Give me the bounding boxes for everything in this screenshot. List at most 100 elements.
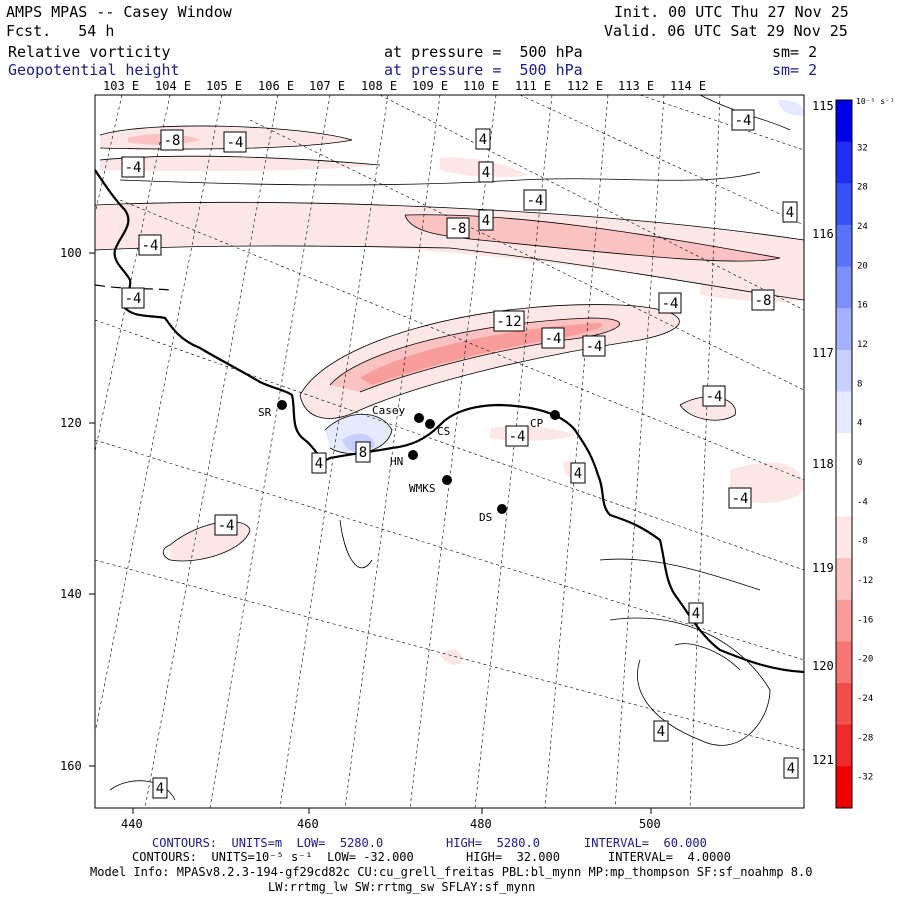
colorbar-label: 0 — [857, 458, 862, 468]
contour-value-text: -4 — [586, 339, 603, 355]
contour-value-text: -4 — [732, 491, 749, 507]
x-tick-label: 440 — [121, 817, 143, 831]
top-lon-label: 103 E — [103, 79, 139, 93]
contour-value-box: 4 — [653, 720, 669, 742]
contour-lines — [95, 95, 804, 801]
colorbar-label: 32 — [857, 143, 868, 153]
forecast-hour: Fcst. 54 h — [6, 22, 115, 40]
top-lon-label: 110 E — [463, 79, 499, 93]
contour-value-box: 4 — [783, 757, 799, 779]
contour-value-text: 4 — [657, 724, 665, 740]
colorbar-label: 24 — [857, 222, 868, 232]
station-label: SR — [258, 406, 272, 419]
contour-value-box: 4 — [478, 209, 494, 231]
x-tick-label: 500 — [639, 817, 661, 831]
station-dot — [550, 410, 560, 420]
x-axis-labels: 440 460 480 500 — [121, 817, 661, 831]
top-lon-label: 105 E — [206, 79, 242, 93]
vorticity-region — [95, 202, 804, 300]
colorbar-unit: 10⁻⁵ s⁻¹ — [856, 97, 895, 106]
colorbar-label: 16 — [857, 301, 868, 311]
colorbar-segment — [836, 391, 852, 434]
footer-model-info: Model Info: MPASv8.2.3-194-gf29cd82c CU:… — [90, 865, 813, 879]
contour-value-box: -8 — [160, 129, 184, 151]
y-tick-label: 160 — [60, 759, 82, 773]
y-tick-label: 100 — [60, 246, 82, 260]
contour-value-box: 4 — [475, 128, 491, 150]
longitude-lines — [95, 95, 804, 808]
contour-value-box: 8 — [355, 441, 371, 463]
field2-pressure: at pressure = 500 hPa — [384, 61, 583, 79]
contour-value-text: -4 — [218, 518, 235, 534]
colorbar-label: -4 — [857, 497, 868, 507]
colorbar-segment — [836, 599, 852, 642]
colorbar-segment — [836, 349, 852, 393]
contour-value-text: 4 — [482, 165, 490, 181]
contour-value-text: -8 — [450, 221, 467, 237]
contour-value-box: -4 — [731, 109, 755, 131]
field2-name: Geopotential height — [8, 61, 180, 79]
colorbar-segment — [836, 558, 852, 601]
contour-value-text: 4 — [482, 213, 490, 229]
footer-contour1-interval: INTERVAL= 60.000 — [584, 836, 707, 850]
contour-value-text: -4 — [509, 429, 526, 445]
dateline-dash — [94, 284, 171, 291]
colorbar-label: 4 — [857, 419, 862, 429]
contour-value-text: -4 — [125, 160, 142, 176]
contour-value-box: -8 — [751, 289, 775, 311]
contour-value-box: -4 — [541, 327, 565, 349]
contour-value-text: 4 — [156, 781, 164, 797]
colorbar-segment — [836, 266, 852, 309]
colorbar-label: -20 — [857, 655, 873, 665]
station-label: CS — [437, 425, 450, 438]
y-tick-label: 140 — [60, 587, 82, 601]
contour-value-box: -4 — [121, 287, 145, 309]
colorbar-segment — [836, 724, 852, 767]
station-label: CP — [530, 417, 544, 430]
colorbar-segment — [836, 683, 852, 726]
footer-contour1-high: HIGH= 5280.0 — [446, 836, 540, 850]
station-labels: SR Casey CS HN WMKS CP DS — [258, 404, 544, 524]
colorbar-label: -8 — [857, 537, 868, 547]
x-tick-label: 460 — [297, 817, 319, 831]
footer-contour2-low: CONTOURS: UNITS=10⁻⁵ s⁻¹ LOW= -32.000 — [132, 850, 414, 864]
contour-value-text: 8 — [359, 445, 367, 461]
colorbar-segment — [836, 516, 852, 559]
station-dot — [425, 419, 435, 429]
colorbar-label: -12 — [857, 576, 873, 586]
field1-name: Relative vorticity — [8, 43, 171, 61]
init-time: Init. 00 UTC Thu 27 Nov 25 — [614, 3, 849, 21]
colorbar: 32 28 24 20 16 12 8 4 0 -4 -8 -12 -16 -20 -24 -28 -32 — [835, 99, 873, 809]
colorbar-segment — [836, 641, 852, 684]
colorbar-segment — [836, 183, 852, 226]
contour-value-text: -8 — [164, 133, 181, 149]
footer-physics-info: LW:rrtmg_lw SW:rrtmg_sw SFLAY:sf_mynn — [268, 880, 536, 894]
contour-value-text: -4 — [142, 238, 159, 254]
contour-value-text: -4 — [735, 113, 752, 129]
vorticity-region — [778, 100, 804, 116]
valid-time: Valid. 06 UTC Sat 29 Nov 25 — [604, 22, 848, 40]
top-lon-label: 113 E — [618, 79, 654, 93]
colorbar-label: 20 — [857, 261, 868, 271]
footer-contour2-interval: INTERVAL= 4.0000 — [608, 850, 731, 864]
contour-value-text: 4 — [786, 205, 794, 221]
station-label: WMKS — [409, 482, 436, 495]
station-dot — [414, 413, 424, 423]
contour-value-box: 4 — [478, 161, 494, 183]
contour-value-box: -4 — [214, 514, 238, 536]
top-longitude-labels: 103 E 104 E 105 E 106 E 107 E 108 E 109 E 110 E… — [103, 79, 706, 93]
colorbar-label: -32 — [857, 773, 873, 783]
top-lon-label: 106 E — [258, 79, 294, 93]
station-label: DS — [479, 511, 492, 524]
colorbar-segment — [836, 141, 852, 184]
top-lon-label: 108 E — [361, 79, 397, 93]
map-title: AMPS MPAS -- Casey Window — [6, 3, 232, 21]
contour-value-box: -4 — [505, 425, 529, 447]
station-label: HN — [390, 455, 403, 468]
y-tick-label: 120 — [60, 416, 82, 430]
contour-value-box: 4 — [570, 462, 586, 484]
top-lon-label: 112 E — [567, 79, 603, 93]
colorbar-segment — [836, 100, 852, 143]
contour-value-box: -4 — [523, 189, 547, 211]
